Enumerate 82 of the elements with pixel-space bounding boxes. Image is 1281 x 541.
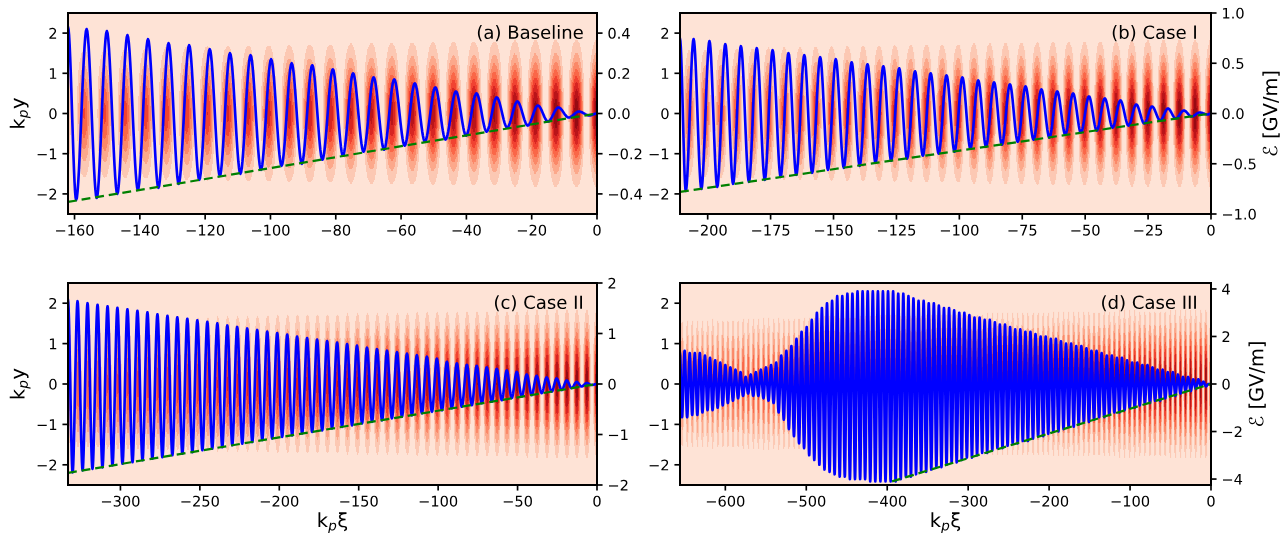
- x-tick-label: −20: [517, 224, 547, 236]
- x-tick-label: 0: [1207, 495, 1215, 507]
- y-tick-label: −1: [649, 148, 669, 160]
- y-tick-label: 2: [49, 297, 57, 309]
- y2-tick-label: −1: [608, 429, 628, 441]
- y-tick-label: 2: [661, 297, 669, 309]
- x-tick-label: 0: [593, 224, 601, 236]
- y2-tick-label: 0.2: [608, 68, 630, 80]
- y-tick-label: 1: [49, 68, 57, 79]
- x-tick-label: −400: [868, 495, 907, 507]
- y2-tick-label: 2: [608, 277, 616, 289]
- x-tick-label: −80: [321, 224, 351, 236]
- y2-tick-label: −2: [608, 479, 628, 491]
- text: (b) Case I: [1112, 25, 1196, 42]
- x-tick-label: −60: [387, 224, 416, 236]
- x-axis-title: k$_{p}$ξ: [318, 512, 348, 534]
- x-tick-label: −175: [752, 224, 790, 236]
- x-tick-label: −100: [1111, 495, 1150, 507]
- x-tick-label: −200: [1030, 495, 1069, 507]
- x-tick-label: −50: [1071, 224, 1100, 236]
- x-tick-label: −150: [340, 495, 378, 507]
- x-tick-label: −250: [181, 495, 219, 507]
- y-tick-label: 2: [661, 27, 669, 39]
- x-tick-label: −200: [260, 495, 299, 507]
- y-tick-label: 1: [661, 338, 669, 350]
- x-tick-label: −300: [101, 495, 140, 507]
- y-tick-label: −2: [37, 459, 57, 471]
- y-tick-label: −2: [649, 188, 669, 200]
- y2-tick-label: 0.4: [608, 27, 630, 39]
- x-tick-label: −40: [452, 224, 481, 236]
- y2-tick-label: −0.4: [608, 188, 643, 200]
- y2-tick-label: 1.0: [1223, 7, 1244, 19]
- x-tick-label: −100: [419, 495, 458, 507]
- x-tick-label: −140: [121, 224, 159, 236]
- y2-tick-label: −2: [1222, 426, 1242, 438]
- y-axis-title: k$_{p}$y: [9, 98, 31, 128]
- x-tick-label: −500: [787, 495, 826, 507]
- y2-axis-title: ℰ [GV/m]: [1262, 71, 1280, 156]
- y-tick-label: 0: [661, 108, 669, 120]
- x-tick-label: 0: [593, 495, 601, 507]
- x-axis-title: k$_{p}$ξ: [931, 512, 961, 534]
- x-tick-label: −100: [940, 224, 979, 236]
- x-tick-label: 0: [1207, 224, 1215, 236]
- y2-tick-label: 0: [608, 378, 616, 390]
- y-tick-label: 0: [49, 378, 57, 390]
- x-tick-label: −50: [503, 495, 532, 507]
- text: (a) Baseline: [477, 25, 583, 42]
- y2-axis-title: ℰ [GV/m]: [1248, 342, 1266, 426]
- y2-tick-label: −0.2: [608, 148, 642, 160]
- y2-tick-label: −1.0: [1222, 208, 1256, 220]
- y-tick-label: 1: [661, 68, 669, 79]
- y2-tick-label: 0.5: [1222, 57, 1244, 69]
- y-tick-label: −2: [649, 459, 669, 471]
- y-tick-label: −2: [37, 188, 57, 200]
- x-tick-label: −300: [949, 495, 988, 507]
- y-tick-label: 1: [49, 338, 57, 350]
- x-tick-label: −75: [1008, 224, 1037, 236]
- y-tick-label: 2: [49, 27, 57, 39]
- y-tick-label: −1: [37, 148, 57, 160]
- y2-tick-label: 0.0: [1222, 108, 1244, 120]
- y-tick-label: 0: [49, 108, 57, 120]
- y2-tick-label: 2: [1222, 331, 1230, 343]
- y2-tick-label: 1: [609, 328, 616, 340]
- y2-tick-label: 4: [1222, 283, 1230, 295]
- x-tick-label: −160: [56, 224, 94, 236]
- y2-tick-label: 0.0: [608, 108, 630, 120]
- x-tick-label: −25: [1134, 224, 1163, 236]
- y2-tick-label: 0: [1222, 378, 1230, 390]
- y-tick-label: 0: [661, 378, 669, 390]
- x-tick-label: −100: [251, 224, 290, 236]
- y2-tick-label: −0.5: [1222, 158, 1256, 170]
- x-tick-label: −125: [877, 224, 916, 236]
- y-axis-title: k$_{p}$y: [9, 368, 31, 399]
- y2-tick-label: −4: [1222, 473, 1243, 485]
- y-tick-label: −1: [649, 419, 669, 430]
- x-tick-label: −120: [186, 224, 225, 236]
- text: (d) Case III: [1102, 295, 1196, 312]
- x-tick-label: −200: [689, 224, 727, 236]
- text: (c) Case II: [494, 295, 582, 312]
- y-tick-label: −1: [37, 419, 57, 430]
- x-tick-label: −600: [706, 495, 745, 507]
- x-tick-label: −150: [815, 224, 853, 236]
